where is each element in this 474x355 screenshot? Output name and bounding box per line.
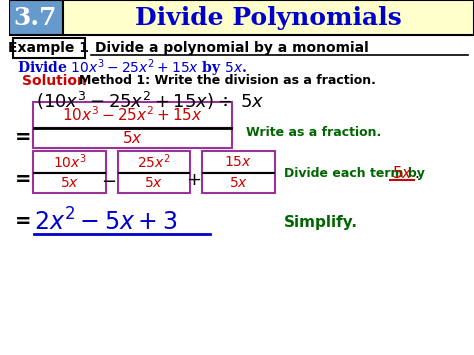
FancyBboxPatch shape xyxy=(118,151,191,173)
FancyBboxPatch shape xyxy=(63,0,474,35)
Text: .: . xyxy=(414,165,419,180)
Text: Divide a polynomial by a monomial: Divide a polynomial by a monomial xyxy=(95,41,369,55)
Text: $2x^2-5x+3$: $2x^2-5x+3$ xyxy=(34,208,178,236)
Text: =: = xyxy=(15,170,31,190)
Text: $5x$: $5x$ xyxy=(392,165,412,181)
FancyBboxPatch shape xyxy=(33,173,106,193)
FancyBboxPatch shape xyxy=(33,151,106,173)
Text: Divide Polynomials: Divide Polynomials xyxy=(136,6,402,30)
Text: $10x^3$: $10x^3$ xyxy=(53,153,87,171)
Text: Divide $10x^3 - 25x^2 + 15x$ by $5x$.: Divide $10x^3 - 25x^2 + 15x$ by $5x$. xyxy=(17,57,247,79)
Text: =: = xyxy=(15,127,31,147)
Text: $5x$: $5x$ xyxy=(122,130,143,146)
Text: $15x$: $15x$ xyxy=(224,155,253,169)
Text: Write as a fraction.: Write as a fraction. xyxy=(246,126,382,138)
Text: $25x^2$: $25x^2$ xyxy=(137,153,171,171)
FancyBboxPatch shape xyxy=(9,0,63,35)
FancyBboxPatch shape xyxy=(202,173,275,193)
FancyBboxPatch shape xyxy=(118,173,191,193)
Text: $10x^3-25x^2+15x$: $10x^3-25x^2+15x$ xyxy=(62,106,203,124)
FancyBboxPatch shape xyxy=(202,151,275,173)
Text: Solution: Solution xyxy=(22,74,87,88)
Text: $\left(10x^3-25x^2+15x\right)\div\;5x$: $\left(10x^3-25x^2+15x\right)\div\;5x$ xyxy=(36,90,265,112)
Text: Simplify.: Simplify. xyxy=(283,214,357,229)
FancyBboxPatch shape xyxy=(13,38,85,58)
FancyBboxPatch shape xyxy=(33,102,231,128)
Text: $-$: $-$ xyxy=(101,171,117,189)
Text: $5x$: $5x$ xyxy=(60,176,79,190)
Text: Example 1: Example 1 xyxy=(9,41,90,55)
Text: $+$: $+$ xyxy=(186,171,201,189)
Text: 3.7: 3.7 xyxy=(14,6,57,30)
Text: Divide each term by: Divide each term by xyxy=(283,166,424,180)
Text: $5x$: $5x$ xyxy=(145,176,164,190)
Text: Method 1: Write the division as a fraction.: Method 1: Write the division as a fracti… xyxy=(80,75,376,87)
Text: $5x$: $5x$ xyxy=(229,176,248,190)
Text: =: = xyxy=(15,213,31,231)
FancyBboxPatch shape xyxy=(33,128,231,148)
